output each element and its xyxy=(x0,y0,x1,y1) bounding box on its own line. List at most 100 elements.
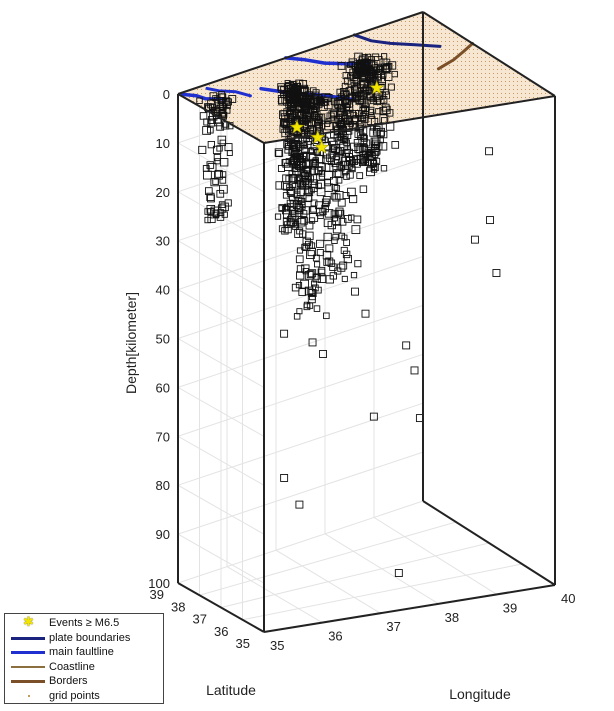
event-marker xyxy=(224,143,233,152)
event-marker xyxy=(366,167,375,177)
event-marker xyxy=(281,181,290,190)
event-marker xyxy=(311,109,319,117)
xlabel-latitude: Latitude xyxy=(206,682,256,698)
large-event-star xyxy=(369,80,385,95)
event-marker xyxy=(370,66,378,74)
event-marker xyxy=(216,189,225,198)
event-marker xyxy=(332,233,339,241)
event-marker xyxy=(336,88,344,96)
event-marker xyxy=(359,185,368,193)
event-marker xyxy=(312,254,320,262)
event-marker xyxy=(347,187,356,197)
large-event-star xyxy=(310,129,326,144)
event-marker xyxy=(336,109,344,117)
large-event-star xyxy=(289,119,305,134)
tick-label-longitude: 39 xyxy=(503,600,517,615)
legend-item-events: ✱ Events ≥ M6.5 xyxy=(9,614,159,631)
star-icon: ✱ xyxy=(23,614,34,630)
event-marker xyxy=(310,280,318,287)
box-edge xyxy=(177,582,265,633)
event-marker xyxy=(300,145,309,153)
gridline-depth xyxy=(176,256,424,388)
event-marker xyxy=(371,163,378,170)
event-marker xyxy=(375,108,382,115)
gridline-lon xyxy=(324,44,439,605)
event-marker xyxy=(299,210,308,218)
event-marker xyxy=(228,95,237,103)
event-marker xyxy=(307,295,316,304)
tick-label-longitude: 38 xyxy=(445,610,459,625)
legend-item-plate-boundaries: plate boundaries xyxy=(9,631,159,646)
event-marker xyxy=(358,64,367,74)
event-marker xyxy=(308,338,317,347)
event-marker xyxy=(318,170,326,177)
event-marker xyxy=(317,166,324,173)
event-marker xyxy=(304,173,312,181)
event-marker xyxy=(308,217,316,224)
event-marker xyxy=(287,107,294,114)
gridline-depth xyxy=(176,451,424,584)
event-marker xyxy=(212,145,222,155)
event-marker xyxy=(359,115,367,122)
event-marker xyxy=(375,66,385,75)
line-icon xyxy=(9,632,49,644)
event-marker xyxy=(343,239,350,246)
event-marker xyxy=(340,90,350,100)
tick-label-latitude: 39 xyxy=(150,587,164,602)
event-marker xyxy=(325,275,334,284)
event-marker xyxy=(368,61,378,71)
event-marker xyxy=(302,237,311,247)
event-marker xyxy=(288,133,296,141)
event-marker xyxy=(277,83,285,91)
event-marker xyxy=(282,192,290,199)
event-marker xyxy=(274,213,282,220)
event-marker xyxy=(295,500,304,509)
event-marker xyxy=(333,185,341,192)
tick-label-depth: 20 xyxy=(156,185,170,200)
event-marker xyxy=(199,112,208,120)
event-marker xyxy=(371,53,380,61)
event-marker xyxy=(280,474,289,482)
event-marker xyxy=(485,147,494,156)
event-marker xyxy=(375,95,385,105)
gridline-lon xyxy=(275,61,381,614)
event-marker xyxy=(219,171,227,178)
event-marker xyxy=(322,250,332,260)
tick-label-depth: 60 xyxy=(156,380,170,395)
event-marker xyxy=(361,309,370,318)
event-marker xyxy=(295,255,304,264)
event-marker xyxy=(335,207,344,216)
event-marker xyxy=(304,116,312,124)
event-marker xyxy=(402,341,411,350)
event-marker xyxy=(278,97,287,106)
event-marker xyxy=(349,194,358,204)
event-marker xyxy=(277,164,285,172)
event-marker xyxy=(338,232,345,240)
event-marker xyxy=(333,169,342,178)
event-marker xyxy=(369,412,378,421)
tick-label-depth: 90 xyxy=(156,527,170,542)
box-edge xyxy=(177,11,424,95)
event-marker xyxy=(332,193,341,202)
gridline-depth xyxy=(176,402,424,535)
event-marker xyxy=(342,250,351,259)
event-marker xyxy=(203,170,212,180)
event-marker xyxy=(338,120,346,128)
event-marker xyxy=(353,139,362,147)
legend-item-grid-points: grid points xyxy=(9,689,159,704)
event-marker xyxy=(385,63,393,70)
event-marker xyxy=(332,215,338,222)
tick-label-depth: 40 xyxy=(156,283,170,298)
event-marker xyxy=(288,170,296,178)
tick-label-depth: 0 xyxy=(163,87,170,102)
event-marker xyxy=(360,84,367,91)
event-marker xyxy=(391,141,400,149)
box-edge xyxy=(177,93,265,144)
event-marker xyxy=(301,243,308,251)
event-marker xyxy=(354,144,364,153)
event-marker xyxy=(341,275,348,282)
event-marker xyxy=(319,102,328,111)
event-marker xyxy=(381,103,390,112)
event-marker xyxy=(312,274,321,283)
